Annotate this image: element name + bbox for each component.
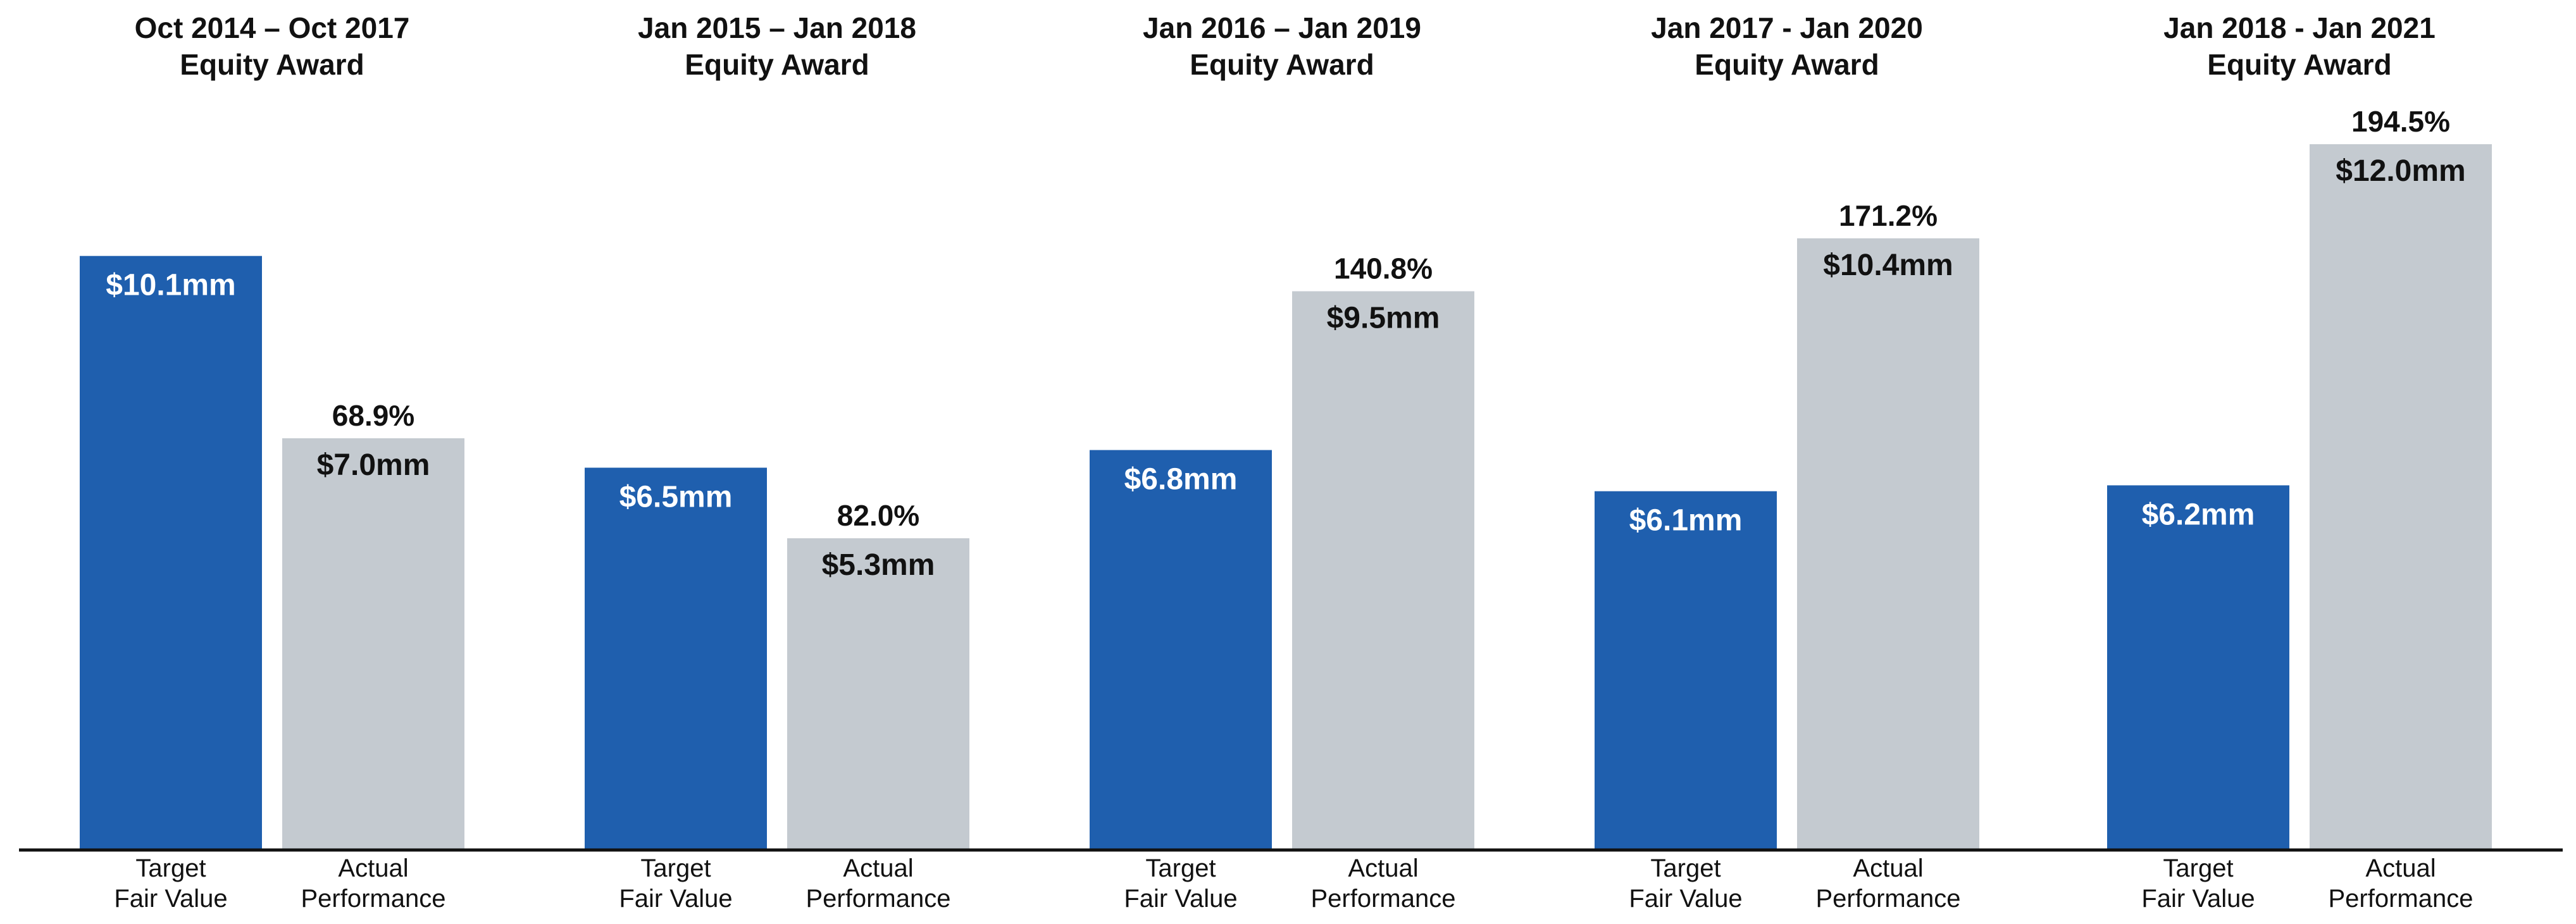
x-tick-label-target-line1: Target [2163, 854, 2233, 882]
actual-value-label: $7.0mm [317, 448, 430, 482]
x-tick-label-actual-line2: Performance [2329, 885, 2473, 913]
x-tick-label-target-line2: Fair Value [1124, 885, 1237, 913]
actual-value-label: $12.0mm [2336, 154, 2465, 188]
target-value-label: $6.5mm [619, 481, 733, 514]
x-tick-label-target-line2: Fair Value [619, 885, 732, 913]
target-bar [80, 256, 262, 850]
actual-value-label: $9.5mm [1327, 302, 1440, 335]
x-tick-label-actual-line2: Performance [806, 885, 951, 913]
x-tick-label-target-line1: Target [1145, 854, 1216, 882]
group-title-line1: Jan 2018 - Jan 2021 [2163, 11, 2436, 44]
x-tick-label-actual-line1: Actual [2365, 854, 2436, 882]
group-title-line1: Oct 2014 – Oct 2017 [135, 11, 410, 44]
group-title-line1: Jan 2016 – Jan 2019 [1143, 11, 1421, 44]
group-title-line2: Equity Award [685, 48, 869, 81]
group-title-line1: Jan 2015 – Jan 2018 [638, 11, 916, 44]
group-title-line2: Equity Award [2207, 48, 2391, 81]
percent-label: 171.2% [1839, 199, 1938, 232]
actual-bar [1797, 238, 1979, 850]
target-bar [2107, 485, 2289, 850]
target-value-label: $6.1mm [1629, 504, 1743, 538]
actual-bar [282, 438, 464, 850]
group-title-line1: Jan 2017 - Jan 2020 [1651, 11, 1923, 44]
actual-bar [787, 538, 969, 850]
group-title-line2: Equity Award [180, 48, 364, 81]
target-bar [1595, 491, 1777, 850]
x-tick-label-actual-line1: Actual [338, 854, 408, 882]
percent-label: 82.0% [837, 499, 919, 532]
percent-label: 194.5% [2351, 105, 2450, 138]
actual-value-label: $5.3mm [822, 548, 935, 582]
target-value-label: $6.8mm [1124, 463, 1238, 496]
actual-value-label: $10.4mm [1823, 249, 1953, 282]
x-tick-label-actual-line2: Performance [1816, 885, 1961, 913]
group-title-line2: Equity Award [1695, 48, 1879, 81]
group-title-line2: Equity Award [1190, 48, 1374, 81]
x-tick-label-actual-line1: Actual [1853, 854, 1923, 882]
x-tick-label-target-line2: Fair Value [114, 885, 227, 913]
x-tick-label-actual-line1: Actual [843, 854, 913, 882]
percent-label: 140.8% [1334, 252, 1433, 285]
x-tick-label-target-line2: Fair Value [1629, 885, 1742, 913]
x-tick-label-target-line1: Target [1650, 854, 1720, 882]
target-bar [585, 467, 767, 850]
target-bar [1090, 450, 1272, 850]
x-tick-label-actual-line2: Performance [1311, 885, 1456, 913]
actual-bar [2310, 144, 2492, 850]
target-value-label: $10.1mm [106, 269, 235, 302]
actual-bar [1292, 291, 1474, 850]
x-tick-label-target-line1: Target [640, 854, 711, 882]
x-tick-label-target-line1: Target [135, 854, 206, 882]
x-tick-label-target-line2: Fair Value [2141, 885, 2255, 913]
target-value-label: $6.2mm [2142, 498, 2255, 531]
percent-label: 68.9% [332, 399, 414, 432]
x-tick-label-actual-line1: Actual [1348, 854, 1418, 882]
x-tick-label-actual-line2: Performance [301, 885, 446, 913]
